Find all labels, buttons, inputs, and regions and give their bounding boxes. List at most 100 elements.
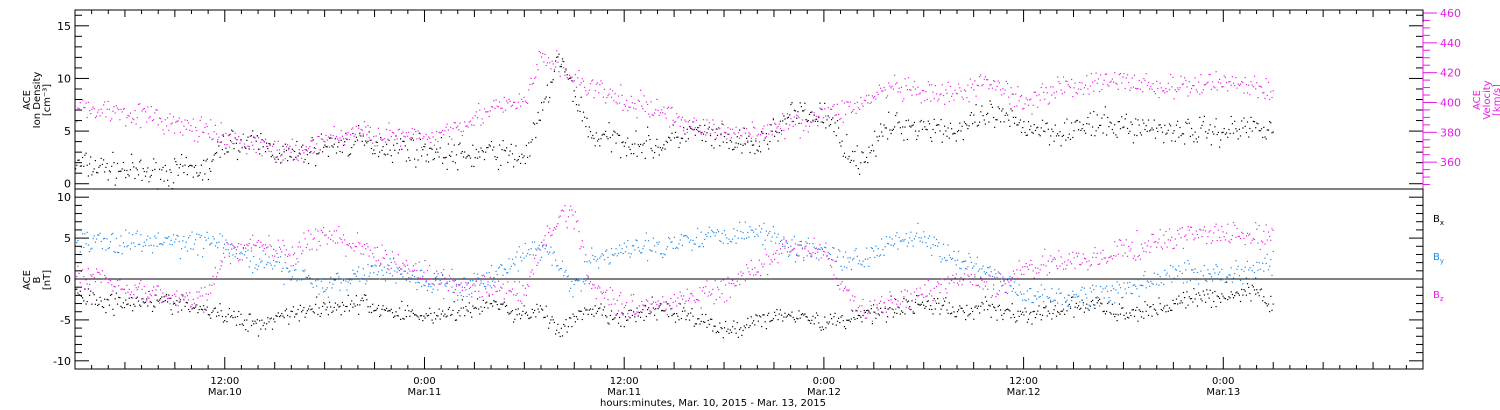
bz-point xyxy=(863,312,865,314)
density-point xyxy=(627,137,629,139)
bx-point xyxy=(132,310,134,312)
by-point xyxy=(1118,284,1120,286)
velocity-point xyxy=(372,142,374,144)
by-point xyxy=(471,292,473,294)
density-point xyxy=(83,165,85,167)
velocity-point xyxy=(340,130,342,132)
density-point xyxy=(127,173,129,176)
bx-point xyxy=(588,309,590,311)
density-point xyxy=(665,140,667,142)
density-point xyxy=(884,127,886,129)
velocity-point xyxy=(375,135,377,137)
velocity-point xyxy=(471,124,473,126)
velocity-point xyxy=(335,135,338,138)
by-point xyxy=(1258,262,1260,264)
velocity-point xyxy=(1010,87,1012,89)
velocity-point xyxy=(874,95,876,97)
by-point xyxy=(1159,276,1161,278)
density-point xyxy=(515,145,517,147)
velocity-point xyxy=(763,125,765,127)
density-point xyxy=(291,148,293,150)
bx-point xyxy=(875,317,877,319)
by-point xyxy=(1217,273,1219,275)
density-point xyxy=(855,165,857,167)
density-point xyxy=(1257,123,1259,125)
by-point xyxy=(796,253,798,255)
by-point xyxy=(97,234,99,236)
by-point xyxy=(146,239,148,241)
velocity-point xyxy=(543,61,545,63)
bz-point xyxy=(796,254,798,256)
velocity-point xyxy=(838,113,840,116)
velocity-point xyxy=(663,106,665,108)
velocity-point xyxy=(341,135,343,137)
bx-point xyxy=(90,290,92,292)
velocity-point xyxy=(600,80,602,82)
density-point xyxy=(1068,133,1070,135)
by-point xyxy=(720,241,722,243)
density-point xyxy=(335,152,338,154)
by-point xyxy=(728,238,730,240)
by-point xyxy=(1121,297,1123,299)
bx-point xyxy=(558,332,560,334)
bz-point xyxy=(170,297,172,299)
bx-point xyxy=(805,316,807,318)
by-point xyxy=(164,237,166,239)
bx-point xyxy=(1201,300,1203,302)
velocity-point xyxy=(333,125,335,128)
by-point xyxy=(859,260,861,262)
velocity-point xyxy=(1062,76,1065,78)
density-point xyxy=(1060,145,1062,147)
by-point xyxy=(391,275,394,277)
density-point xyxy=(1099,124,1101,126)
by-point xyxy=(327,296,329,298)
bx-point xyxy=(1269,311,1271,313)
by-point xyxy=(501,264,503,266)
bz-point xyxy=(218,278,220,280)
bx-point xyxy=(1071,296,1073,298)
density-point xyxy=(96,171,98,174)
bz-point xyxy=(114,286,116,288)
by-point xyxy=(474,285,476,287)
bx-point xyxy=(546,315,548,317)
density-point xyxy=(193,166,195,168)
bx-point xyxy=(1010,317,1012,319)
bx-point xyxy=(508,313,510,315)
bz-point xyxy=(602,291,604,293)
by-point xyxy=(1040,284,1042,286)
density-point xyxy=(133,166,135,168)
bx-point xyxy=(379,315,381,318)
density-point xyxy=(150,174,152,176)
by-point xyxy=(1239,279,1242,281)
by-point xyxy=(1108,297,1110,299)
bx-point xyxy=(1009,310,1011,312)
bz-point xyxy=(656,303,658,306)
density-point xyxy=(283,151,285,153)
density-point xyxy=(1036,127,1038,129)
bz-point xyxy=(464,286,466,289)
velocity-point xyxy=(1090,73,1092,75)
density-point xyxy=(572,100,574,102)
by-point xyxy=(107,248,109,250)
by-point xyxy=(377,271,380,273)
by-point xyxy=(1192,269,1194,271)
density-point xyxy=(727,133,729,135)
bx-point xyxy=(344,310,346,312)
bx-point xyxy=(475,307,477,309)
velocity-point xyxy=(228,146,230,148)
density-point xyxy=(352,132,354,135)
velocity-point xyxy=(496,105,498,107)
density-point xyxy=(1052,130,1054,133)
density-point xyxy=(910,126,912,128)
bz-point xyxy=(522,285,524,287)
by-point xyxy=(361,277,363,279)
bx-point xyxy=(466,309,468,311)
bz-point xyxy=(252,234,254,236)
velocity-point xyxy=(1080,88,1082,90)
density-point xyxy=(330,137,332,139)
by-point xyxy=(1248,269,1250,271)
bx-point xyxy=(130,297,133,299)
velocity-point xyxy=(551,60,553,62)
by-point xyxy=(288,271,290,273)
bz-point xyxy=(77,265,79,267)
